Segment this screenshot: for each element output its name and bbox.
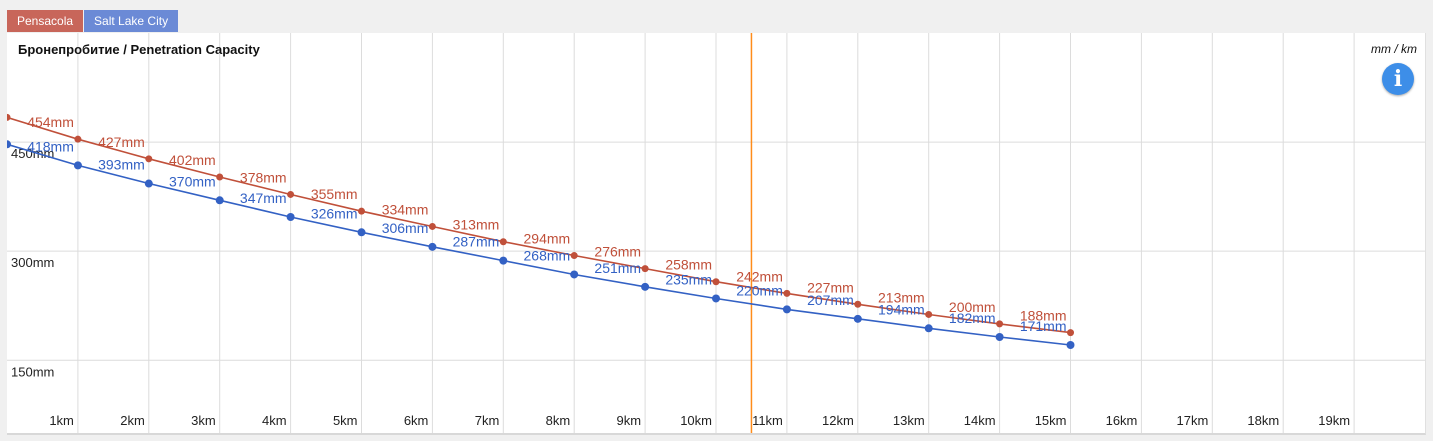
salt-lake-city-data-label: 370mm [169, 173, 216, 189]
salt-lake-city-point [1066, 341, 1075, 349]
x-tick-label: 13km [893, 413, 925, 428]
salt-lake-city-data-label: 326mm [311, 205, 358, 221]
x-tick-label: 6km [404, 413, 429, 428]
x-tick-label: 11km [752, 413, 783, 428]
pensacola-data-label: 378mm [240, 169, 287, 185]
pensacola-data-label: 334mm [382, 201, 429, 217]
salt-lake-city-data-label: 418mm [27, 138, 74, 154]
pensacola-point [287, 190, 295, 198]
grid [7, 33, 1425, 433]
salt-lake-city-point [570, 270, 579, 279]
tab-pensacola[interactable]: Pensacola [7, 10, 84, 32]
x-tick-label: 15km [1035, 413, 1067, 428]
pensacola-point [216, 173, 224, 181]
pensacola-point [712, 278, 720, 286]
data-labels: mm454mm427mm402mm378mm355mm334mm313mm294… [27, 114, 1067, 334]
salt-lake-city-data-label: 347mm [240, 190, 287, 206]
salt-lake-city-data-label: 306mm [382, 220, 429, 236]
x-tick-label: 10km [680, 413, 712, 428]
salt-lake-city-point [853, 314, 862, 323]
salt-lake-city-data-label: 235mm [665, 271, 712, 287]
pensacola-point [7, 113, 11, 121]
pensacola-point [1067, 329, 1074, 337]
y-tick-label: 450mm [11, 146, 54, 161]
pensacola-data-label: 200mm [949, 299, 996, 315]
x-tick-label: 4km [262, 413, 287, 428]
x-tick-label: 19km [1318, 413, 1350, 428]
salt-lake-city-point [499, 256, 508, 265]
salt-lake-city-data-label: 251mm [594, 260, 641, 276]
salt-lake-city-point [641, 282, 650, 291]
pensacola-point [996, 320, 1004, 328]
chart-panel: 450mm 300mm 150mm 1km 2km 3km 4km 5km 6km 7km 8km 9… [7, 33, 1426, 435]
salt-lake-city-point [782, 305, 791, 314]
salt-lake-city-data-label: 393mm [98, 157, 145, 173]
pensacola-point [925, 310, 933, 318]
x-tick-label: 17km [1177, 413, 1209, 428]
salt-lake-city-point [357, 228, 366, 237]
salt-lake-city-point [7, 140, 11, 149]
pensacola-point [854, 300, 862, 308]
unit-label: mm / km [1371, 42, 1417, 56]
x-tick-label: 2km [120, 413, 145, 428]
pensacola-data-label: 402mm [169, 152, 216, 168]
pensacola-data-label: 294mm [524, 231, 571, 247]
pensacola-point [783, 289, 791, 297]
penetration-chart: 450mm 300mm 150mm 1km 2km 3km 4km 5km 6km 7km 8km 9… [7, 33, 1425, 433]
salt-lake-city-point [286, 213, 295, 221]
pensacola-line [7, 116, 1071, 334]
x-tick-label: 1km [49, 413, 74, 428]
pensacola-data-label: 188mm [1020, 308, 1067, 324]
salt-lake-city-data-label: 194mm [878, 301, 925, 317]
x-tick-label: 12km [822, 413, 854, 428]
salt-lake-city-point [995, 333, 1004, 341]
salt-lake-city-point [712, 294, 720, 303]
x-tick-label: 14km [964, 413, 996, 428]
salt-lake-city-data-label: 207mm [807, 292, 854, 308]
pensacola-data-label: 454mm [27, 114, 74, 130]
x-tick-label: 8km [546, 413, 571, 428]
y-tick-label: 150mm [11, 364, 54, 379]
y-tick-label: 300mm [11, 255, 54, 270]
pensacola-point [145, 155, 153, 163]
salt-lake-city-data-label: 287mm [453, 234, 500, 250]
pensacola-point [641, 265, 649, 273]
pensacola-data-label: 355mm [311, 186, 358, 202]
chart-title: Бронепробитие / Penetration Capacity [18, 42, 260, 57]
salt-lake-city-point [428, 242, 437, 251]
pensacola-data-label: 227mm [807, 279, 854, 295]
pensacola-data-label: 313mm [453, 217, 500, 233]
pensacola-data-label: 242mm [736, 268, 783, 284]
pensacola-point [499, 238, 507, 246]
series-lines [7, 113, 1075, 349]
salt-lake-city-point [924, 324, 933, 333]
salt-lake-city-point [144, 179, 153, 188]
pensacola-point [74, 135, 82, 143]
tab-salt-lake-city[interactable]: Salt Lake City [84, 10, 179, 32]
salt-lake-city-line [7, 143, 1071, 346]
x-tick-label: 16km [1106, 413, 1138, 428]
pensacola-data-label: 276mm [594, 244, 641, 260]
info-icon[interactable]: i [1382, 63, 1414, 95]
salt-lake-city-point [215, 196, 224, 205]
pensacola-data-label: 258mm [665, 257, 712, 273]
pensacola-point [570, 252, 578, 260]
pensacola-data-label: 427mm [98, 134, 145, 150]
pensacola-point [358, 207, 365, 215]
axis-ticks: 450mm 300mm 150mm 1km 2km 3km 4km 5km 6km 7km 8km 9… [11, 146, 1350, 428]
x-tick-label: 18km [1247, 413, 1279, 428]
salt-lake-city-point [73, 161, 82, 170]
salt-lake-city-data-label: 268mm [524, 247, 571, 263]
x-tick-label: 7km [475, 413, 500, 428]
salt-lake-city-data-label: 220mm [736, 282, 783, 298]
x-tick-label: 9km [617, 413, 642, 428]
salt-lake-city-data-label: 171mm [1020, 318, 1067, 334]
pensacola-point [428, 222, 436, 230]
pensacola-data-label: 213mm [878, 289, 925, 305]
x-tick-label: 5km [333, 413, 358, 428]
x-tick-label: 3km [191, 413, 216, 428]
salt-lake-city-data-label: 182mm [949, 310, 996, 326]
ship-tabs: Pensacola Salt Lake City [7, 10, 179, 32]
